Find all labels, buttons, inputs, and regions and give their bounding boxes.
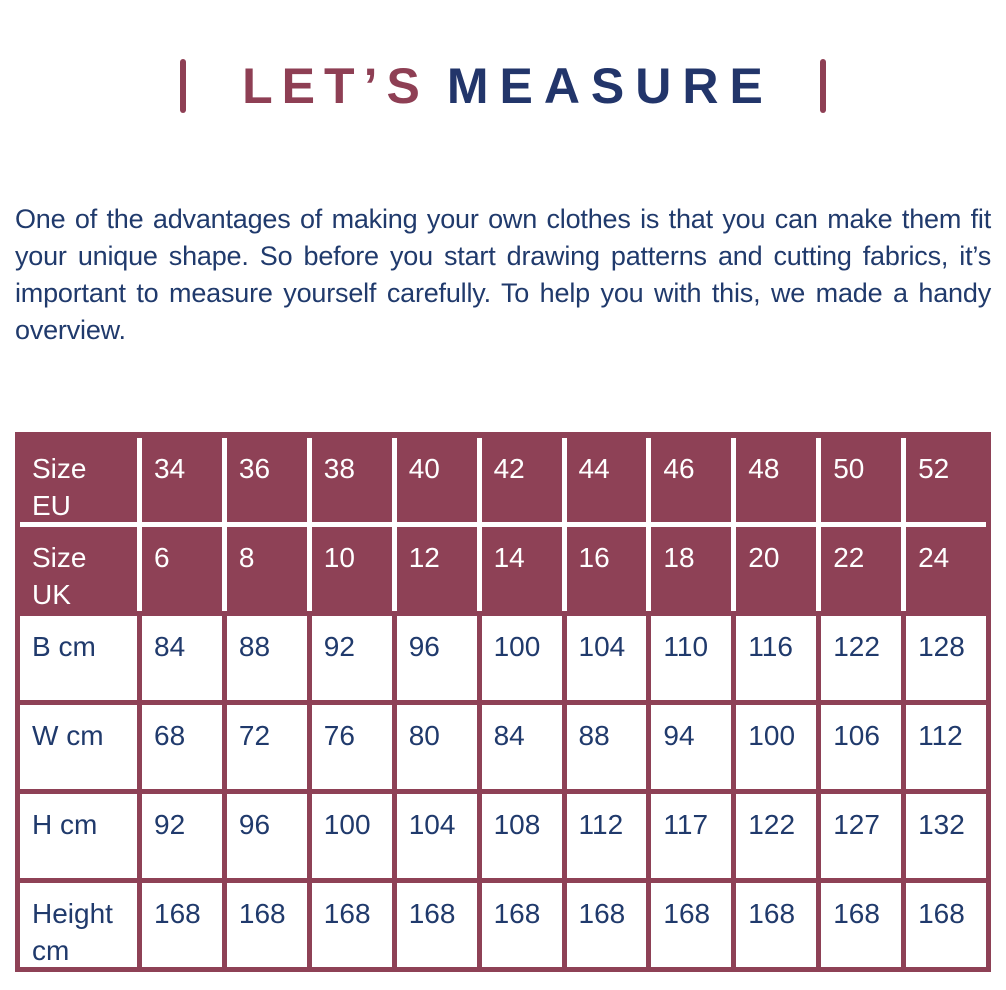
body-cell: 84: [142, 616, 222, 700]
header-cell: 40: [396, 438, 477, 522]
body-cell: 122: [736, 794, 817, 878]
header-cell: 6: [142, 527, 222, 611]
header-cell: 10: [311, 527, 392, 611]
body-row-label: H cm: [20, 794, 137, 878]
title-bar-right-icon: [819, 59, 826, 113]
body-cell: 168: [736, 883, 817, 967]
size-table-body-grid: B cm 84 88 92 96 100 104 110 116 122 128 W cm 68 72 76…: [20, 616, 986, 967]
header-cell: 50: [821, 438, 902, 522]
body-cell: 168: [566, 883, 647, 967]
body-cell: 127: [821, 794, 902, 878]
body-row-label: B cm: [20, 616, 137, 700]
header-cell: 18: [651, 527, 732, 611]
body-row-label: W cm: [20, 705, 137, 789]
body-cell: 72: [226, 705, 307, 789]
header-cell: 48: [736, 438, 817, 522]
body-cell: 106: [821, 705, 902, 789]
title-word-lets: LET’S: [242, 58, 429, 114]
header-cell: 22: [821, 527, 902, 611]
title-bar-left-icon: [180, 59, 187, 113]
body-cell: 88: [566, 705, 647, 789]
body-cell: 92: [311, 616, 392, 700]
header-cell: 46: [651, 438, 732, 522]
body-cell: 104: [566, 616, 647, 700]
header-cell: 24: [906, 527, 986, 611]
body-cell: 100: [736, 705, 817, 789]
header-cell: 44: [566, 438, 647, 522]
header-cell: 52: [906, 438, 986, 522]
body-cell: 116: [736, 616, 817, 700]
header-row-label: Size UK: [20, 527, 137, 611]
body-cell: 122: [821, 616, 902, 700]
size-table-header-grid: Size EU 34 36 38 40 42 44 46 48 50 52 Size UK 6 8 10 12…: [20, 438, 986, 611]
intro-paragraph: One of the advantages of making your own…: [15, 204, 991, 345]
header-cell: 34: [142, 438, 222, 522]
body-cell: 168: [396, 883, 477, 967]
body-cell: 94: [651, 705, 732, 789]
body-cell: 112: [566, 794, 647, 878]
body-cell: 100: [311, 794, 392, 878]
body-cell: 92: [142, 794, 222, 878]
header-row-label: Size EU: [20, 438, 137, 522]
body-cell: 110: [651, 616, 732, 700]
body-cell: 80: [396, 705, 477, 789]
size-table: Size EU 34 36 38 40 42 44 46 48 50 52 Size UK 6 8 10 12…: [15, 432, 991, 972]
body-cell: 168: [651, 883, 732, 967]
body-cell: 168: [821, 883, 902, 967]
body-cell: 88: [226, 616, 307, 700]
body-cell: 168: [481, 883, 562, 967]
body-cell: 76: [311, 705, 392, 789]
body-cell: 108: [481, 794, 562, 878]
body-cell: 96: [226, 794, 307, 878]
header-cell: 38: [311, 438, 392, 522]
body-cell: 117: [651, 794, 732, 878]
body-cell: 168: [142, 883, 222, 967]
body-cell: 96: [396, 616, 477, 700]
body-cell: 104: [396, 794, 477, 878]
header-cell: 8: [226, 527, 307, 611]
body-cell: 168: [226, 883, 307, 967]
header-cell: 20: [736, 527, 817, 611]
body-cell: 168: [311, 883, 392, 967]
header-cell: 36: [226, 438, 307, 522]
body-cell: 132: [906, 794, 986, 878]
body-cell: 112: [906, 705, 986, 789]
body-cell: 168: [906, 883, 986, 967]
header-cell: 12: [396, 527, 477, 611]
title-word-measure: MEASURE: [446, 58, 774, 114]
size-table-header: Size EU 34 36 38 40 42 44 46 48 50 52 Size UK 6 8 10 12…: [15, 432, 991, 611]
body-cell: 100: [481, 616, 562, 700]
body-cell: 128: [906, 616, 986, 700]
size-table-body: B cm 84 88 92 96 100 104 110 116 122 128 W cm 68 72 76…: [15, 611, 991, 972]
body-cell: 84: [481, 705, 562, 789]
header-cell: 16: [566, 527, 647, 611]
header-cell: 14: [481, 527, 562, 611]
body-cell: 68: [142, 705, 222, 789]
body-row-label: Height cm: [20, 883, 137, 967]
header-cell: 42: [481, 438, 562, 522]
page-title: LET’S MEASURE: [0, 57, 1006, 115]
